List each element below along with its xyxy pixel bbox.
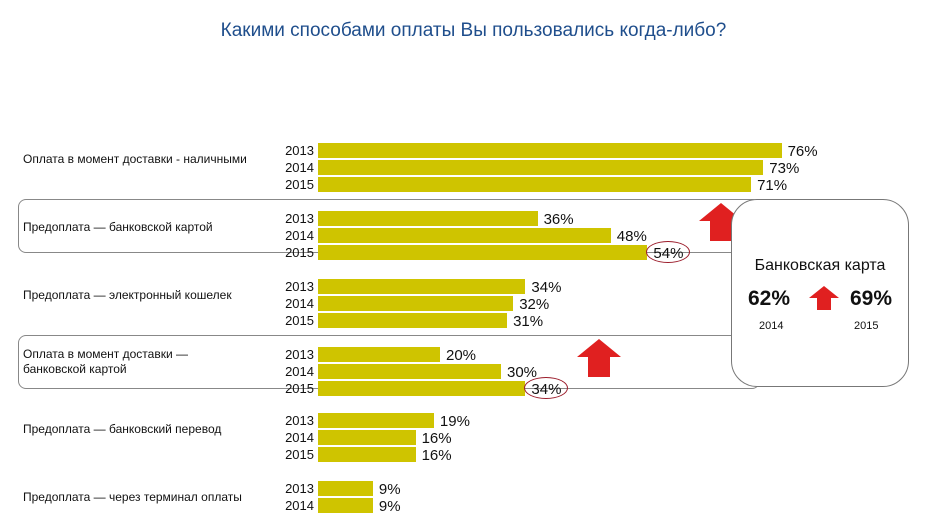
year-label: 2013 bbox=[285, 211, 314, 226]
up-arrow-icon bbox=[577, 339, 622, 377]
year-label: 2013 bbox=[285, 413, 314, 428]
year-label: 2014 bbox=[285, 498, 314, 513]
chart-title: Какими способами оплаты Вы пользовались … bbox=[220, 20, 727, 41]
year-label: 2013 bbox=[285, 481, 314, 496]
up-arrow-icon bbox=[809, 286, 839, 310]
bank-card-callout: Банковская карта 62% 69% 2014 2015 bbox=[731, 199, 909, 387]
year-label: 2013 bbox=[285, 347, 314, 362]
value-label: 34% bbox=[531, 279, 562, 296]
value-label: 19% bbox=[439, 413, 470, 430]
bar bbox=[318, 228, 611, 243]
year-label: 2014 bbox=[285, 296, 314, 311]
value-label: 32% bbox=[519, 296, 550, 313]
group-label: Предоплата — банковской картой bbox=[23, 220, 213, 234]
year-label: 2013 bbox=[285, 279, 314, 294]
value-label: 20% bbox=[446, 347, 477, 364]
group-label: Предоплата — банковский перевод bbox=[23, 422, 222, 436]
value-label: 73% bbox=[769, 160, 800, 177]
year-label: 2013 bbox=[285, 143, 314, 158]
bar bbox=[318, 381, 526, 396]
callout-title: Банковская карта bbox=[754, 257, 886, 274]
bar bbox=[318, 160, 764, 175]
bar bbox=[318, 177, 752, 192]
callout-to-year: 2015 bbox=[854, 320, 879, 332]
value-label: 16% bbox=[421, 447, 452, 464]
year-label: 2015 bbox=[285, 381, 314, 396]
value-label: 30% bbox=[507, 364, 538, 381]
value-label: 9% bbox=[378, 481, 401, 498]
year-label: 2014 bbox=[285, 364, 314, 379]
callout-from-year: 2014 bbox=[759, 320, 784, 332]
bar bbox=[318, 413, 434, 428]
year-label: 2015 bbox=[285, 177, 314, 192]
group-label: Оплата в момент доставки - наличными bbox=[23, 152, 247, 166]
year-label: 2015 bbox=[285, 447, 314, 462]
callout-to-value: 69% bbox=[850, 287, 893, 310]
bar bbox=[318, 296, 514, 311]
bar bbox=[318, 447, 416, 462]
bar bbox=[318, 279, 526, 294]
group-label: Предоплата — через терминал оплаты bbox=[23, 490, 242, 504]
bar bbox=[318, 481, 373, 496]
bar bbox=[318, 245, 648, 260]
highlight-circle bbox=[646, 241, 691, 263]
value-label: 31% bbox=[513, 313, 544, 330]
highlight-circle bbox=[524, 377, 569, 399]
group-label: Оплата в момент доставки — банковской ка… bbox=[23, 347, 188, 376]
year-label: 2015 bbox=[285, 245, 314, 260]
bar bbox=[318, 430, 416, 445]
group-label: Предоплата — электронный кошелек bbox=[23, 288, 232, 302]
bar bbox=[318, 211, 538, 226]
value-label: 16% bbox=[421, 430, 452, 447]
callout-from-value: 62% bbox=[748, 287, 791, 310]
value-label: 76% bbox=[787, 143, 818, 160]
value-label: 48% bbox=[616, 228, 647, 245]
bar bbox=[318, 498, 373, 513]
bar bbox=[318, 313, 508, 328]
year-label: 2014 bbox=[285, 430, 314, 445]
bar bbox=[318, 364, 501, 379]
value-label: 36% bbox=[543, 211, 574, 228]
year-label: 2015 bbox=[285, 313, 314, 328]
year-label: 2014 bbox=[285, 160, 314, 175]
bar bbox=[318, 347, 440, 362]
bar bbox=[318, 143, 782, 158]
value-label: 71% bbox=[757, 177, 788, 194]
year-label: 2014 bbox=[285, 228, 314, 243]
